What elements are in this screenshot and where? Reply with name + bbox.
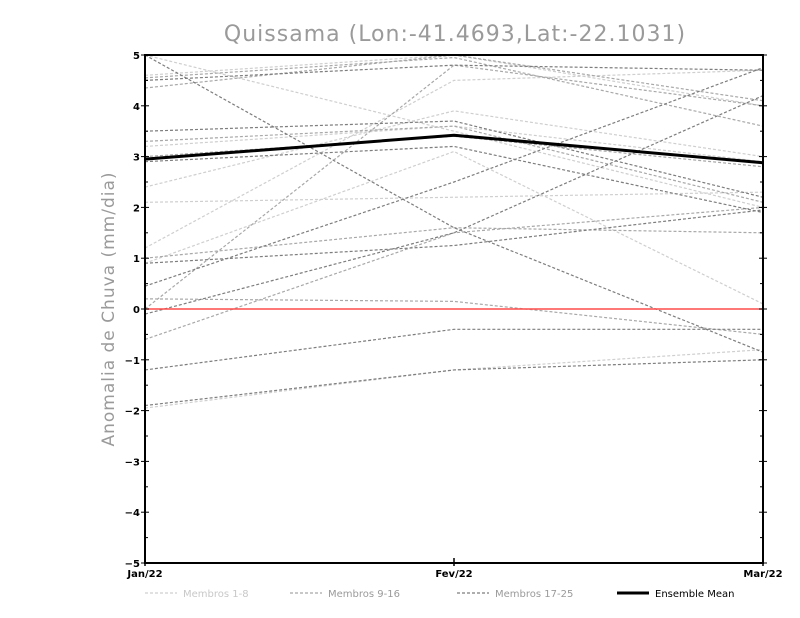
- member-line-g3-1: [144, 64, 764, 81]
- member-line-g1-2: [144, 69, 764, 249]
- ensemble-mean-line: [144, 133, 764, 165]
- x-tick-label: Mar/22: [743, 569, 782, 580]
- chart-title: Quissama (Lon:-41.4693,Lat:-22.1031): [224, 22, 686, 47]
- y-axis-label: Anomalia de Chuva (mm/dia): [99, 171, 119, 446]
- member-line-g3-3: [144, 145, 764, 214]
- y-tick-label: 0: [133, 305, 140, 316]
- y-tick-label: −3: [125, 457, 140, 468]
- legend-label: Membros 17-25: [495, 589, 573, 600]
- y-tick-label: 1: [133, 254, 140, 265]
- x-tick-label: Fev/22: [435, 569, 472, 580]
- member-line-g3-2: [144, 120, 764, 198]
- legend-label: Membros 1-8: [183, 589, 249, 600]
- y-axis: −5 −4 −3 −2 −1 0 1 2 3 4 5: [125, 51, 767, 570]
- x-tick-label: Jan/22: [126, 569, 162, 580]
- y-tick-label: −4: [125, 508, 140, 519]
- member-line-g1-1: [144, 110, 764, 188]
- member-line-g1-6: [144, 349, 764, 409]
- member-line-g3-5: [144, 328, 763, 371]
- member-line-g2-5: [144, 64, 764, 310]
- member-line-g1-5: [144, 191, 764, 203]
- y-tick-label: 2: [133, 203, 140, 214]
- y-tick-label: −2: [125, 407, 140, 418]
- y-tick-label: −5: [125, 559, 140, 570]
- y-tick-label: 5: [133, 51, 140, 62]
- member-line-g3-7: [144, 67, 764, 287]
- member-line-g3-6: [144, 359, 764, 407]
- y-tick-label: 3: [133, 153, 140, 164]
- member-line-g2-4: [144, 206, 764, 341]
- legend-label: Ensemble Mean: [655, 589, 734, 600]
- member-line-g1-8: [144, 54, 764, 208]
- legend: Membros 1-8 Membros 9-16 Membros 17-25 Ense…: [145, 589, 734, 600]
- member-line-g3-4: [144, 209, 764, 264]
- member-line-g2-7: [144, 227, 764, 259]
- plot-lines: [144, 54, 764, 409]
- x-axis: Jan/22 Fev/22 Mar/22: [126, 558, 783, 580]
- member-line-g2-2: [144, 125, 764, 203]
- member-line-g1-3: [144, 125, 764, 163]
- member-line-g2-8: [144, 56, 764, 127]
- member-line-g3-9: [144, 95, 764, 315]
- member-line-g2-3: [144, 298, 764, 335]
- member-line-g2-6: [144, 135, 764, 168]
- legend-label: Membros 9-16: [328, 589, 400, 600]
- y-tick-label: 4: [133, 102, 140, 113]
- mean-line-group: [144, 133, 764, 165]
- member-line-g3-8: [144, 54, 764, 353]
- y-tick-label: −1: [125, 356, 140, 367]
